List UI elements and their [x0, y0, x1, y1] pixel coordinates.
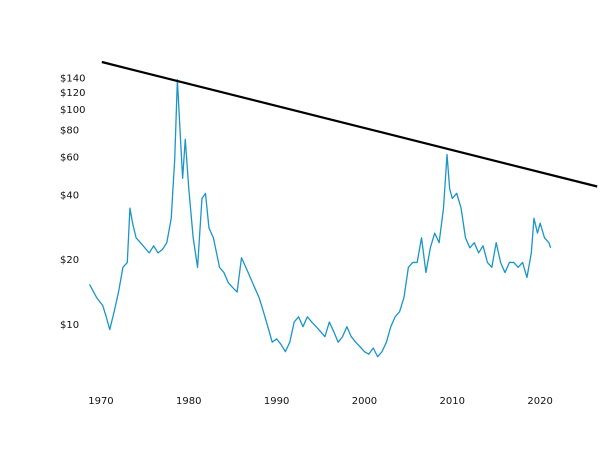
x-tick-label: 2000: [352, 396, 377, 407]
x-tick-label: 1990: [264, 396, 289, 407]
x-tick-label: 1970: [88, 396, 113, 407]
x-tick-label: 1980: [176, 396, 201, 407]
y-tick-label: $40: [60, 190, 79, 201]
x-tick-label: 2020: [527, 396, 552, 407]
trend-line: [101, 60, 598, 188]
y-tick-label: $120: [60, 88, 85, 99]
y-tick-label: $10: [60, 320, 79, 331]
x-tick-label: 2010: [440, 396, 465, 407]
y-tick-label: $20: [60, 255, 79, 266]
y-tick-label: $80: [60, 126, 79, 137]
y-tick-label: $60: [60, 153, 79, 164]
y-tick-label: $140: [60, 73, 85, 84]
y-tick-label: $100: [60, 105, 85, 116]
price-line: [88, 79, 552, 358]
